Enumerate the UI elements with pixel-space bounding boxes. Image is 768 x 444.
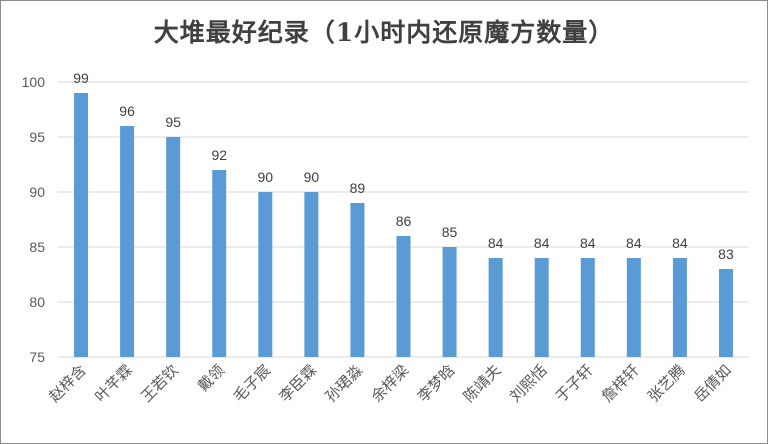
bar-1 [120, 126, 135, 357]
bar-3 [212, 170, 227, 357]
bar-7 [396, 236, 411, 357]
bar-0 [74, 93, 89, 357]
x-category-label: 孙珺淼 [322, 361, 367, 406]
data-labels: 99 96 95 92 90 90 89 86 85 84 84 84 84 84 83 [73, 70, 734, 262]
x-category-label: 于子轩 [552, 361, 597, 406]
data-label: 84 [580, 235, 596, 251]
bar-5 [304, 192, 319, 357]
data-label: 96 [119, 103, 135, 119]
y-axis: 75 80 85 90 95 100 [22, 74, 46, 365]
data-label: 99 [73, 70, 89, 86]
y-tick-label: 95 [29, 129, 45, 145]
data-label: 95 [165, 114, 181, 130]
data-label: 84 [488, 235, 504, 251]
x-category-label: 李臣霖 [276, 361, 321, 406]
x-category-label: 李梦晗 [414, 361, 459, 406]
x-category-label: 刘熙恬 [506, 361, 551, 406]
data-label: 92 [211, 147, 227, 163]
x-axis: 赵梓含 叶芊霖 王若钦 戴领 毛子宸 李臣霖 孙珺淼 余梓梁 李梦晗 陈靖夫 刘熙恬 于子轩 詹梓轩 张艺… [45, 361, 734, 406]
x-category-label: 张艺腾 [644, 361, 689, 406]
x-category-label: 毛子宸 [230, 361, 275, 406]
data-label: 89 [350, 180, 366, 196]
y-tick-label: 85 [29, 239, 45, 255]
bar-9 [488, 258, 503, 357]
x-category-label: 陈靖夫 [460, 361, 505, 406]
data-label: 90 [258, 169, 274, 185]
bar-12 [626, 258, 641, 357]
x-category-label: 岳倩如 [690, 361, 735, 406]
y-tick-label: 75 [29, 349, 45, 365]
data-label: 85 [442, 224, 458, 240]
bar-11 [580, 258, 595, 357]
data-label: 84 [626, 235, 642, 251]
data-label: 84 [534, 235, 550, 251]
data-label: 90 [304, 169, 320, 185]
bar-2 [166, 137, 181, 357]
bar-14 [718, 269, 733, 357]
data-label: 86 [396, 213, 412, 229]
x-category-label: 戴领 [194, 361, 228, 395]
bar-8 [442, 247, 457, 357]
bars [74, 93, 733, 357]
data-label: 84 [672, 235, 688, 251]
x-category-label: 赵梓含 [45, 361, 90, 406]
bar-10 [534, 258, 549, 357]
y-tick-label: 90 [29, 184, 45, 200]
data-label: 83 [718, 246, 734, 262]
y-tick-label: 100 [22, 74, 46, 90]
y-tick-label: 80 [29, 294, 45, 310]
chart-title: 大堆最好纪录（1小时内还原魔方数量） [153, 18, 615, 47]
x-category-label: 余梓梁 [368, 361, 413, 406]
bar-6 [350, 203, 365, 357]
bar-4 [258, 192, 273, 357]
x-category-label: 叶芊霖 [91, 361, 136, 406]
x-category-label: 詹梓轩 [598, 361, 643, 406]
x-category-label: 王若钦 [137, 361, 182, 406]
bar-13 [672, 258, 687, 357]
